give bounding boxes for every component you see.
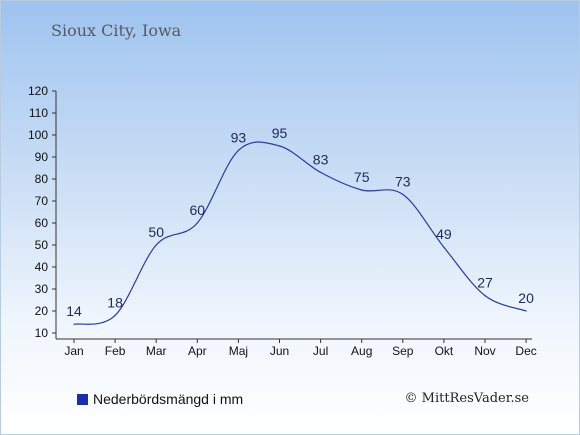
y-tick-label: 50 <box>35 238 49 252</box>
x-tick-label: Sep <box>392 344 414 358</box>
credit-text: © MittResVader.se <box>404 391 529 406</box>
data-point <box>361 189 363 191</box>
data-point <box>443 246 445 248</box>
y-tick-label: 40 <box>35 260 49 274</box>
data-label: 49 <box>436 226 452 242</box>
data-point <box>278 145 281 147</box>
chart-title: Sioux City, Iowa <box>51 21 182 40</box>
x-tick-label: Jul <box>313 344 328 358</box>
data-point <box>484 295 486 297</box>
data-point <box>196 222 198 224</box>
x-tick-label: Jun <box>270 344 289 358</box>
x-tick-label: Nov <box>474 344 495 358</box>
x-tick-label: Feb <box>105 344 126 358</box>
data-label: 95 <box>272 125 288 141</box>
data-label: 60 <box>190 202 206 218</box>
data-point <box>155 244 157 246</box>
data-label: 20 <box>518 290 534 306</box>
x-tick-label: Jan <box>64 344 83 358</box>
legend-label: Nederbördsmängd i mm <box>93 391 244 407</box>
data-label: 73 <box>395 173 411 189</box>
data-label: 27 <box>477 275 493 291</box>
x-tick-label: Okt <box>435 344 454 358</box>
data-label: 50 <box>148 224 164 240</box>
data-point <box>237 149 239 151</box>
x-tick-label: Aug <box>351 344 372 358</box>
data-label: 18 <box>107 294 123 310</box>
legend: Nederbördsmängd i mm <box>77 391 243 407</box>
x-tick-label: Apr <box>188 344 207 358</box>
y-tick-label: 120 <box>28 84 48 98</box>
data-point <box>73 323 75 325</box>
x-tick-label: Mar <box>146 344 167 358</box>
y-tick-label: 60 <box>35 216 49 230</box>
y-tick-label: 110 <box>29 106 48 120</box>
data-point <box>114 314 116 316</box>
data-label: 93 <box>231 129 247 145</box>
y-tick-label: 70 <box>35 194 49 208</box>
data-label: 14 <box>66 303 82 319</box>
data-label: 75 <box>354 169 370 185</box>
y-tick-label: 10 <box>35 326 49 340</box>
data-point <box>525 310 527 312</box>
data-point <box>402 193 404 195</box>
data-point <box>320 171 322 173</box>
data-label: 83 <box>313 151 329 167</box>
x-tick-label: Dec <box>515 344 536 358</box>
series-line <box>73 141 527 325</box>
x-tick-label: Maj <box>229 344 248 358</box>
legend-swatch <box>77 393 88 405</box>
y-tick-label: 80 <box>35 172 49 186</box>
y-tick-label: 30 <box>35 282 49 296</box>
y-tick-label: 100 <box>28 128 48 142</box>
y-tick-label: 90 <box>35 150 49 164</box>
y-tick-label: 20 <box>35 304 49 318</box>
